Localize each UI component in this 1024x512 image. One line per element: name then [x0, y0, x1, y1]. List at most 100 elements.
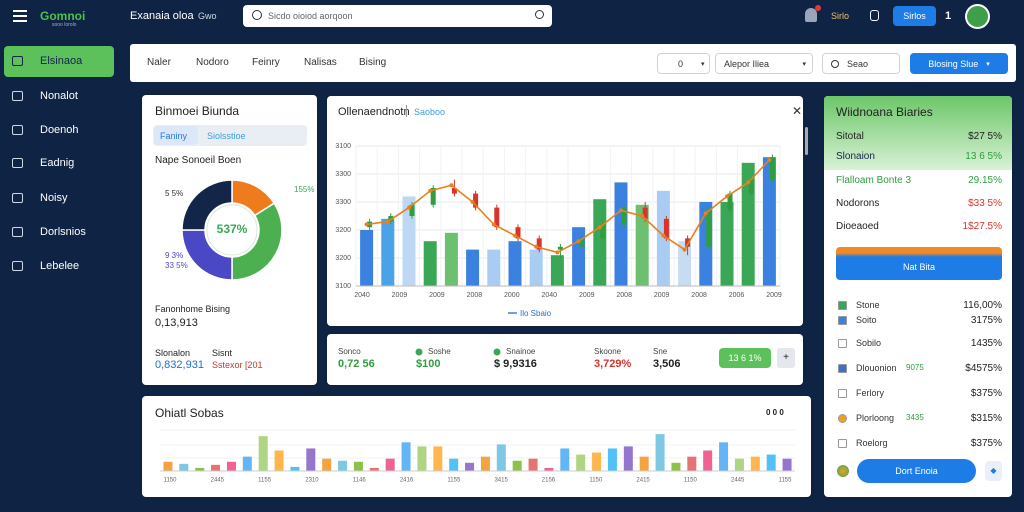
side-icon: [12, 56, 23, 66]
footer-value: Sstexor [201: [212, 360, 263, 370]
stats-button[interactable]: 13 6 1%: [719, 348, 771, 368]
card-subtitle: Nape Sonoeil Boen: [155, 155, 242, 166]
side-item[interactable]: Nonalot: [40, 90, 78, 102]
legend-label: Soito: [856, 315, 877, 325]
summary-row-value: 1$27.5%: [962, 221, 1002, 232]
dropdown[interactable]: Gwo: [198, 11, 217, 21]
search[interactable]: Seao: [822, 53, 900, 74]
card-title: Binmoei Biunda: [155, 104, 240, 118]
chart-card: [327, 96, 803, 326]
legend-note: 3435: [906, 413, 924, 422]
stat-label: Skoone: [594, 347, 622, 356]
side-icon: [12, 125, 23, 135]
stat-label: Sonco: [338, 347, 361, 356]
side-icon: [12, 158, 23, 168]
plus-button[interactable]: +: [777, 348, 795, 368]
legend-swatch: [838, 316, 847, 325]
filter-button[interactable]: Blosing Slue ▾: [910, 53, 1008, 74]
summary-row-value: $33 5%: [968, 198, 1002, 209]
legend-swatch: [838, 339, 847, 348]
filter-button-text: Blosing Slue: [928, 58, 979, 69]
top-button[interactable]: Sirlos: [893, 6, 936, 26]
stat-value: $100: [416, 358, 441, 370]
legend-value: 116,00%: [963, 300, 1002, 311]
logo-sub: sooo lorolo: [52, 22, 77, 28]
legend-swatch: [838, 414, 847, 423]
icon-button[interactable]: ◆: [985, 461, 1002, 481]
user-icon: [805, 8, 817, 22]
dropdown-text: 0: [678, 58, 684, 69]
summary-row-label: Nodorons: [836, 198, 880, 209]
filter-tab[interactable]: Bising: [359, 57, 387, 68]
tab-active[interactable]: [154, 126, 198, 145]
side-item[interactable]: Dorlsnios: [40, 226, 86, 238]
logo: Gomnoi: [40, 9, 86, 23]
tab[interactable]: Siolsstioe: [207, 131, 246, 141]
close-button[interactable]: ✕: [792, 104, 803, 118]
side-icon: [12, 91, 23, 101]
summary-row-label: Dioeaoed: [836, 221, 879, 232]
sales-legend: 0 0 0: [766, 408, 784, 417]
filter-tab[interactable]: Nalisas: [304, 57, 337, 68]
legend-value: 3175%: [970, 315, 1002, 326]
side-icon: [12, 193, 23, 203]
stat-label: Snainoe: [506, 347, 536, 356]
side-icon: [12, 261, 23, 271]
app-title: Exanaia oloa: [130, 10, 194, 22]
total-value: 0,13,913: [155, 317, 198, 329]
summary-row-label: Flalloam Bonte 3: [836, 175, 912, 186]
search-box[interactable]: [243, 5, 552, 27]
legend-value: $4575%: [965, 363, 1002, 374]
stat-value: $ 9,9316: [494, 358, 537, 370]
total-label: Fanonhome Bising: [155, 304, 231, 314]
legend-note: 9075: [906, 363, 924, 372]
tab[interactable]: Faniny: [160, 131, 188, 141]
coin-icon: [837, 465, 849, 477]
legend-label: Stone: [856, 300, 880, 310]
legend-value: 1435%: [970, 338, 1002, 349]
legend-swatch: [838, 301, 847, 310]
avatar[interactable]: [965, 4, 990, 29]
side-item[interactable]: Doenoh: [40, 124, 79, 136]
notif-dot: [815, 5, 821, 11]
filter-tab[interactable]: Feinry: [252, 57, 280, 68]
legend-value: $315%: [970, 413, 1002, 424]
summary-title: Wiidnoana Biaries: [836, 105, 933, 119]
side-item[interactable]: Lebelee: [40, 260, 80, 272]
stat-value: 3,729%: [594, 358, 632, 370]
sales-title: Ohiatl Sobas: [155, 406, 224, 420]
footer-label: Sisnt: [212, 348, 233, 358]
scrollbar: [805, 127, 808, 155]
side-item[interactable]: Eadnig: [40, 157, 75, 169]
stat-value: 0,72 56: [338, 358, 375, 370]
summary-header: [824, 96, 1012, 170]
chart-title: Ollenaendnotn: [338, 106, 410, 118]
legend-swatch: [838, 389, 847, 398]
icon: [870, 10, 879, 21]
search-placeholder: Sicdo oioiod aorqoon: [268, 11, 353, 21]
summary-button-text: Nat Bita: [902, 262, 935, 272]
legend-label: Plorloong: [856, 413, 895, 423]
stat-label: Sne: [653, 347, 668, 356]
legend-label: Roelorg: [856, 438, 888, 448]
summary-button[interactable]: [836, 247, 1002, 280]
summary-row-label: Sitotal: [836, 131, 864, 142]
chart-legend: Ilo Sbaio: [520, 309, 552, 318]
filter-tab[interactable]: Naler: [147, 57, 171, 68]
menu-icon[interactable]: [13, 10, 27, 22]
badge: 1: [945, 10, 952, 22]
search-icon: [535, 10, 544, 19]
stat-value: 3,506: [653, 358, 681, 370]
side-item[interactable]: Noisy: [40, 192, 68, 204]
legend-label: Ferlory: [856, 388, 885, 398]
counter: Sirlo: [831, 11, 850, 21]
dropdown[interactable]: 0 ▾: [657, 53, 710, 74]
legend-value: $375%: [970, 388, 1002, 399]
summary-row-label: Slonaion: [836, 151, 875, 162]
summary-row-value: 29.15%: [968, 175, 1002, 186]
summary-button-2[interactable]: Dort Enoia: [857, 459, 976, 483]
filter-tab[interactable]: Nodoro: [196, 57, 229, 68]
dropdown[interactable]: Alepor Iliea ▾: [715, 53, 813, 74]
side-item[interactable]: Elsinaoa: [40, 55, 83, 67]
